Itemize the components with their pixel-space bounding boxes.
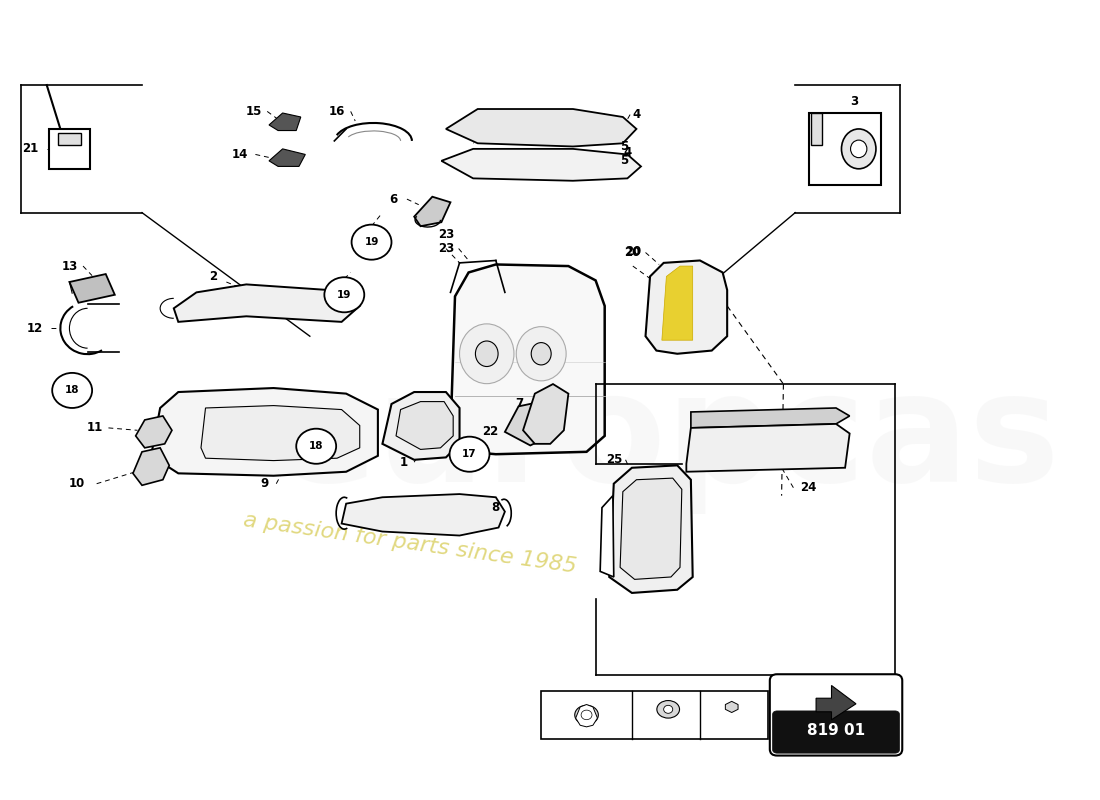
Polygon shape — [441, 149, 641, 181]
Polygon shape — [446, 109, 637, 146]
Ellipse shape — [460, 324, 514, 384]
Text: 22: 22 — [482, 426, 498, 438]
Text: 3: 3 — [850, 94, 858, 107]
Bar — [541, 691, 768, 739]
Text: 5: 5 — [619, 154, 628, 167]
Circle shape — [352, 225, 392, 260]
Polygon shape — [69, 274, 114, 302]
Polygon shape — [135, 416, 172, 448]
Polygon shape — [151, 388, 378, 476]
Text: 8: 8 — [492, 501, 499, 514]
Text: 17: 17 — [462, 450, 476, 459]
Text: 1: 1 — [399, 456, 407, 469]
Polygon shape — [620, 478, 682, 579]
Text: 20: 20 — [625, 246, 641, 258]
Text: 18: 18 — [65, 386, 79, 395]
Ellipse shape — [842, 129, 876, 169]
Ellipse shape — [531, 342, 551, 365]
Polygon shape — [270, 113, 300, 130]
Polygon shape — [725, 702, 738, 713]
Text: 11: 11 — [87, 422, 103, 434]
Polygon shape — [691, 408, 849, 428]
Text: 21: 21 — [22, 142, 38, 155]
Ellipse shape — [850, 140, 867, 158]
Text: 14: 14 — [232, 148, 249, 161]
Polygon shape — [57, 133, 81, 145]
Circle shape — [450, 437, 490, 472]
Polygon shape — [396, 402, 453, 450]
Text: 15: 15 — [245, 105, 262, 118]
Text: 19: 19 — [696, 692, 713, 702]
Text: 10: 10 — [68, 478, 85, 490]
Text: 23: 23 — [438, 242, 454, 255]
Polygon shape — [270, 149, 306, 166]
Text: 4: 4 — [632, 108, 640, 121]
Polygon shape — [342, 494, 505, 535]
Ellipse shape — [663, 706, 673, 714]
Polygon shape — [505, 402, 557, 446]
Text: 18: 18 — [309, 442, 323, 451]
Text: 20: 20 — [624, 246, 640, 259]
FancyBboxPatch shape — [770, 674, 902, 755]
Ellipse shape — [475, 341, 498, 366]
Circle shape — [296, 429, 337, 464]
Text: 12: 12 — [26, 322, 43, 334]
Text: 7: 7 — [515, 398, 522, 410]
Text: 25: 25 — [606, 454, 623, 466]
FancyBboxPatch shape — [772, 711, 900, 753]
Polygon shape — [646, 261, 727, 354]
Text: 17: 17 — [553, 692, 569, 702]
Circle shape — [324, 278, 364, 312]
Ellipse shape — [516, 326, 566, 381]
Ellipse shape — [575, 706, 598, 725]
Polygon shape — [808, 113, 881, 185]
Polygon shape — [601, 496, 614, 577]
Text: 16: 16 — [329, 105, 345, 118]
Polygon shape — [48, 129, 90, 169]
Polygon shape — [816, 686, 856, 720]
Circle shape — [52, 373, 92, 408]
Polygon shape — [575, 705, 597, 727]
Text: 5: 5 — [619, 140, 628, 153]
Text: 24: 24 — [800, 481, 816, 494]
Text: 18: 18 — [634, 692, 650, 702]
Polygon shape — [662, 266, 693, 340]
Polygon shape — [451, 265, 605, 454]
Polygon shape — [201, 406, 360, 461]
Ellipse shape — [581, 710, 592, 720]
Text: europcas: europcas — [274, 366, 1060, 514]
Polygon shape — [811, 113, 823, 145]
Text: 4: 4 — [624, 146, 631, 159]
Polygon shape — [383, 392, 460, 460]
Text: 9: 9 — [261, 478, 268, 490]
Text: 6: 6 — [389, 193, 397, 206]
Text: 2: 2 — [209, 270, 217, 283]
Polygon shape — [133, 448, 169, 486]
Polygon shape — [686, 424, 849, 472]
Text: 13: 13 — [62, 259, 78, 273]
Text: a passion for parts since 1985: a passion for parts since 1985 — [242, 510, 578, 577]
Polygon shape — [522, 384, 569, 444]
Text: 19: 19 — [364, 237, 378, 247]
Text: 19: 19 — [337, 290, 352, 300]
Text: 23: 23 — [438, 228, 454, 241]
Polygon shape — [174, 285, 360, 322]
Polygon shape — [609, 466, 693, 593]
Text: 819 01: 819 01 — [807, 723, 865, 738]
Polygon shape — [415, 197, 451, 226]
Ellipse shape — [657, 701, 680, 718]
